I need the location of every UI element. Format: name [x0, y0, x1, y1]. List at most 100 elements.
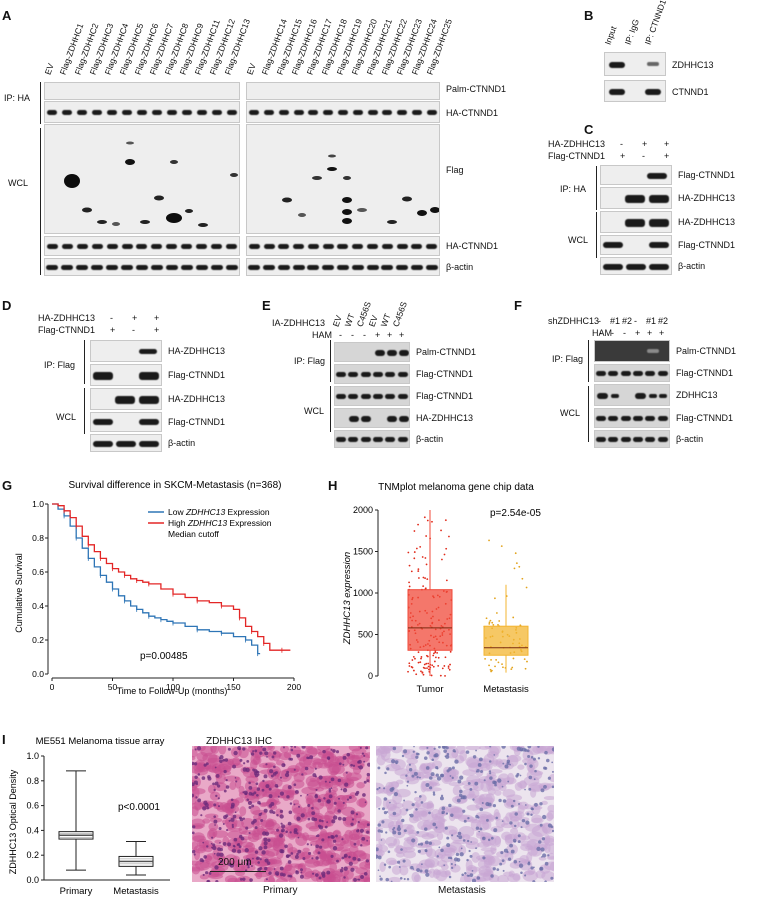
optical-density-boxplot: ME551 Melanoma tissue array ZDHHC13 Opti…: [8, 736, 170, 897]
tissue-cell: [428, 863, 435, 868]
tissue-cell: [376, 754, 386, 766]
tissue-nucleus: [448, 803, 452, 808]
tissue-nucleus: [448, 875, 452, 879]
tissue-nucleus: [290, 852, 294, 855]
tissue-nucleus: [230, 806, 233, 809]
lane-label-left: EV: [42, 61, 56, 76]
tissue-nucleus: [462, 839, 466, 842]
tissue-cell: [316, 746, 331, 752]
tissue-nucleus: [385, 877, 390, 882]
tissue-array-title: ME551 Melanoma tissue array: [36, 736, 165, 747]
tissue-nucleus: [424, 848, 428, 853]
tissue-nucleus: [390, 880, 393, 882]
tissue-nucleus: [440, 848, 444, 853]
data-point: [433, 660, 436, 663]
tissue-nucleus: [529, 764, 533, 768]
tissue-nucleus: [357, 760, 360, 764]
data-point: [437, 656, 440, 659]
data-point: [425, 654, 428, 657]
tissue-nucleus: [413, 771, 418, 776]
data-point: [485, 617, 488, 620]
tissue-cell: [342, 771, 353, 778]
data-point: [439, 674, 442, 677]
tissue-nucleus: [366, 839, 369, 842]
ihc-image-metastasis: [376, 746, 554, 882]
data-point: [518, 565, 521, 568]
tissue-nucleus: [296, 832, 299, 835]
tissue-nucleus: [540, 847, 545, 852]
ham-sign-e: -: [363, 330, 366, 340]
data-point: [408, 665, 411, 667]
panel-label-a: A: [2, 8, 12, 23]
tissue-nucleus: [472, 798, 475, 801]
tissue-nucleus: [527, 754, 531, 759]
tissue-nucleus: [525, 820, 530, 825]
tissue-nucleus: [411, 838, 416, 843]
blot-e-4: [334, 408, 410, 428]
tissue-nucleus: [419, 795, 422, 798]
data-point: [408, 585, 411, 588]
tissue-nucleus: [332, 749, 336, 753]
tissue-nucleus: [466, 858, 469, 862]
tissue-nucleus: [433, 754, 437, 758]
tissue-nucleus: [551, 747, 554, 752]
tissue-nucleus: [352, 764, 356, 768]
tissue-nucleus: [236, 843, 239, 846]
tissue-nucleus: [486, 818, 489, 822]
tissue-nucleus: [279, 776, 283, 779]
tissue-nucleus: [288, 854, 291, 857]
tissue-nucleus: [444, 826, 448, 830]
blot-f-4: [594, 408, 670, 428]
tissue-nucleus: [527, 746, 532, 749]
data-point: [514, 552, 517, 555]
tissue-nucleus: [450, 862, 453, 866]
tissue-nucleus: [451, 834, 454, 837]
tissue-nucleus: [333, 801, 337, 805]
tissue-nucleus: [279, 866, 284, 871]
lane-label-b: IP: IgG: [622, 17, 642, 46]
data-point: [426, 578, 429, 581]
tissue-nucleus: [464, 871, 467, 875]
tissue-nucleus: [278, 833, 284, 838]
tissue-cell: [535, 870, 546, 879]
data-point: [488, 621, 491, 624]
panel-a-row-palm: Palm-CTNND1: [446, 84, 507, 94]
flag-bands-right: [282, 154, 439, 224]
tissue-nucleus: [314, 873, 319, 877]
tissue-nucleus: [550, 825, 554, 829]
tissue-cell: [413, 801, 420, 811]
blot-b-zdhhc13: [604, 52, 666, 76]
tissue-nucleus: [217, 805, 220, 808]
data-point: [412, 669, 415, 672]
tissue-cell: [466, 864, 478, 875]
tissue-nucleus: [477, 816, 480, 819]
tissue-nucleus: [215, 794, 218, 798]
tissue-nucleus: [398, 866, 401, 869]
panel-c-row-1: Flag-CTNND1: [678, 170, 736, 180]
tissue-nucleus: [283, 763, 286, 766]
tissue-nucleus: [237, 849, 242, 854]
tissue-cell: [212, 830, 229, 838]
data-point: [411, 666, 414, 669]
data-point: [431, 520, 433, 523]
tissue-nucleus: [487, 838, 491, 842]
tissue-nucleus: [426, 746, 429, 749]
tissue-nucleus: [203, 855, 207, 859]
tissue-cell: [488, 746, 500, 757]
panel-d-row-3: HA-ZDHHC13: [168, 394, 226, 404]
tissue-nucleus: [392, 828, 395, 831]
tissue-nucleus: [488, 760, 492, 763]
tissue-cell: [506, 754, 522, 763]
tissue-nucleus: [456, 798, 461, 803]
tissue-nucleus: [382, 807, 385, 811]
tissue-nucleus: [432, 791, 436, 794]
panelC-sign: -: [620, 139, 623, 149]
tissue-nucleus: [242, 791, 245, 794]
tissue-nucleus: [428, 776, 433, 780]
tissue-nucleus: [388, 801, 391, 804]
tissue-nucleus: [499, 862, 503, 866]
sh-sign-f: #2: [622, 316, 633, 326]
tissue-nucleus: [269, 769, 274, 774]
tissue-cell: [451, 813, 462, 819]
tissue-cell: [437, 851, 453, 856]
